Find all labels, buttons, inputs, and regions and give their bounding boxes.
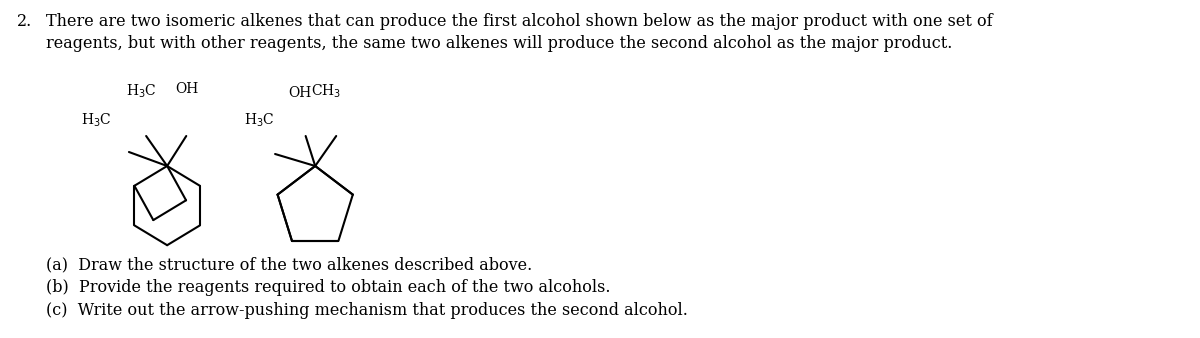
Text: There are two isomeric alkenes that can produce the first alcohol shown below as: There are two isomeric alkenes that can … [46,13,992,30]
Text: (c)  Write out the arrow-pushing mechanism that produces the second alcohol.: (c) Write out the arrow-pushing mechanis… [46,302,688,319]
Text: 2.: 2. [17,13,32,30]
Text: H$_3$C: H$_3$C [244,111,274,129]
Text: CH$_3$: CH$_3$ [311,82,342,100]
Text: OH: OH [288,86,312,100]
Text: OH: OH [175,82,199,96]
Text: H$_3$C: H$_3$C [82,111,112,129]
Text: (a)  Draw the structure of the two alkenes described above.: (a) Draw the structure of the two alkene… [46,256,532,273]
Text: (b)  Provide the reagents required to obtain each of the two alcohols.: (b) Provide the reagents required to obt… [46,279,611,296]
Text: H$_3$C: H$_3$C [126,82,157,100]
Text: reagents, but with other reagents, the same two alkenes will produce the second : reagents, but with other reagents, the s… [46,35,953,52]
